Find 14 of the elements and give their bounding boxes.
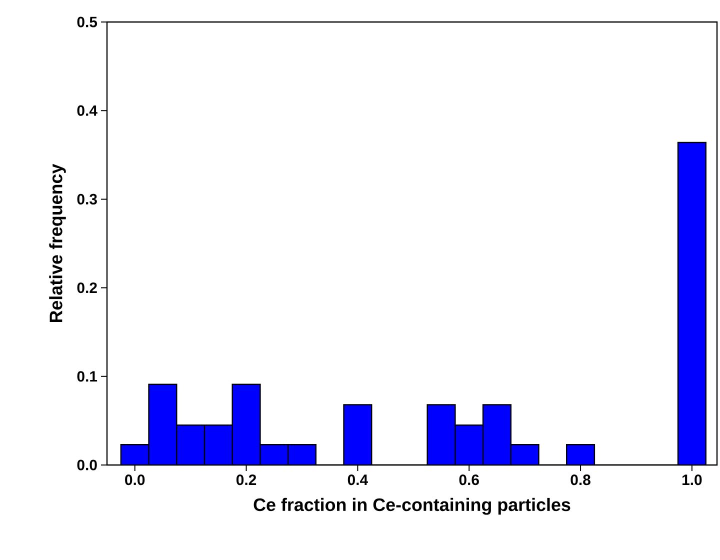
x-tick-label: 0.2 (236, 474, 256, 486)
x-tick-label: 0.4 (348, 474, 368, 486)
x-tick-label: 1.0 (682, 474, 702, 486)
y-tick-label: 0.4 (77, 105, 98, 116)
y-tick-label: 0.1 (77, 371, 98, 382)
x-tick-label: 0.8 (570, 474, 590, 486)
y-tick-label: 0.5 (77, 16, 98, 28)
x-tick-label: 0.0 (125, 474, 145, 486)
x-axis-title: Ce fraction in Ce-containing particles (254, 498, 570, 515)
y-tick-label: 0.2 (77, 282, 97, 294)
x-tick-label: 0.6 (459, 474, 479, 486)
y-tick-label: 0.0 (77, 460, 97, 470)
y-tick-label: 0.3 (77, 194, 97, 205)
y-axis-title: Relative frequency (49, 164, 66, 322)
